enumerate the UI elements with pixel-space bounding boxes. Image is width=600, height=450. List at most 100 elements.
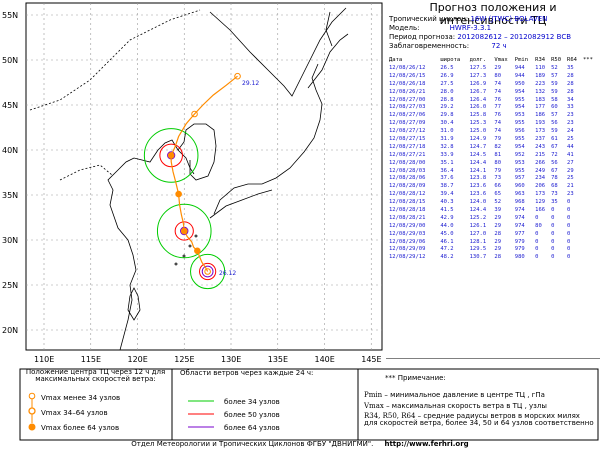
table-cell: 0 — [551, 246, 555, 253]
table-row: 12/08/29/03 45.0 127.0 28 977 0 0 0 — [388, 230, 598, 238]
column-header: долг. — [469, 57, 487, 63]
table-cell: 126.1 — [469, 222, 487, 229]
table-cell: 0 — [535, 254, 539, 261]
table-cell: 243 — [535, 143, 546, 150]
table-row: 12/08/27/06 29.8 125.8 76 953 186 57 23 — [388, 111, 598, 119]
table-row: 12/08/29/09 47.2 129.5 29 979 0 0 0 — [388, 245, 598, 253]
track-point — [194, 247, 201, 255]
table-cell: 48.2 — [440, 254, 454, 261]
table-cell: 0 — [535, 246, 539, 253]
table-cell: 124.4 — [469, 206, 487, 213]
table-cell: 28 — [494, 254, 502, 261]
table-cell: 944 — [514, 72, 525, 79]
table-cell: 56 — [551, 159, 558, 166]
track-point — [167, 152, 175, 159]
weak-symbol-icon — [28, 392, 36, 400]
table-cell: 12/08/27/09 — [389, 120, 426, 127]
table-row: 12/08/26/21 28.0 126.7 74 954 132 59 28 — [388, 88, 598, 96]
table-cell: 950 — [514, 80, 525, 87]
table-cell: 59 — [551, 80, 558, 87]
table-cell: 953 — [514, 112, 525, 119]
table-cell: 12/08/29/12 — [389, 254, 426, 261]
table-cell: 12/08/28/15 — [389, 199, 426, 206]
table-cell: 28 — [567, 72, 574, 79]
table-cell: 0 — [535, 238, 539, 245]
table-cell: 977 — [514, 230, 525, 237]
table-cell: 30.4 — [440, 120, 454, 127]
table-cell: 82 — [494, 143, 502, 150]
table-cell: 183 — [535, 96, 546, 103]
table-row: 12/08/26/15 26.9 127.3 80 944 189 57 28 — [388, 72, 598, 80]
table-cell: 77 — [494, 104, 502, 111]
table-header-row: Дата широта долг. Vmax Pmin R34 R50 R64 *** — [388, 56, 598, 64]
table-cell: 23 — [567, 112, 574, 119]
map-frame — [25, 2, 383, 351]
table-cell: 954 — [514, 104, 525, 111]
table-cell: 177 — [535, 104, 546, 111]
table-cell: 12/08/28/12 — [389, 191, 426, 198]
table-row: 12/08/26/18 27.5 126.9 74 950 223 59 28 — [388, 80, 598, 88]
table-cell: 23 — [567, 120, 574, 127]
table-cell: 952 — [514, 151, 525, 158]
grid-lines — [26, 3, 382, 350]
table-cell: 124.4 — [469, 159, 487, 166]
table-row: 12/08/27/18 32.8 124.7 82 954 243 67 44 — [388, 143, 598, 151]
table-cell: 0 — [567, 199, 571, 206]
table-cell: 12/08/29/09 — [389, 246, 426, 253]
table-cell: 123.6 — [469, 191, 487, 198]
table-cell: 123.6 — [469, 183, 487, 190]
lat-tick-label: 25N — [2, 281, 18, 290]
table-cell: 0 — [551, 206, 555, 213]
table-row: 12/08/28/06 37.6 123.8 73 957 234 78 25 — [388, 174, 598, 182]
table-cell: 33.9 — [440, 151, 454, 158]
column-header: *** — [583, 57, 593, 63]
table-cell: 125.0 — [469, 128, 487, 135]
table-cell: 47.2 — [440, 246, 454, 253]
column-header: Vmax — [494, 57, 508, 63]
r64-ring — [201, 265, 214, 278]
table-cell: 12/08/26/18 — [389, 80, 426, 87]
table-cell: 12/08/28/03 — [389, 167, 426, 174]
table-cell: 979 — [514, 238, 525, 245]
footer-url[interactable]: http://www.ferhri.org — [384, 440, 469, 448]
table-cell: 0 — [567, 246, 571, 253]
table-cell: 80 — [535, 222, 542, 229]
track-legend-item: Vmax 34–64 узлов — [41, 409, 108, 417]
lon-tick-label: 140E — [315, 355, 335, 364]
track-point — [180, 227, 188, 235]
table-cell: 954 — [514, 88, 525, 95]
table-cell: 59 — [551, 128, 558, 135]
table-cell: 27 — [567, 159, 574, 166]
r34-ring — [156, 203, 212, 259]
forecast-map: 55N 50N 45N 40N 35N 30N 25N 20N 110E 115E 120E 125E… — [2, 2, 383, 364]
table-cell: 35.1 — [440, 159, 454, 166]
table-cell: 124.1 — [469, 167, 487, 174]
period-value: 2012082612 – 2012082912 ВСВ — [457, 33, 572, 41]
table-cell: 29 — [567, 167, 574, 174]
lat-tick-label: 20N — [2, 326, 18, 335]
table-cell: 215 — [535, 151, 546, 158]
lon-tick-label: 125E — [174, 355, 194, 364]
lat-tick-label: 55N — [2, 11, 18, 20]
table-cell: 126.4 — [469, 96, 487, 103]
table-cell: 40.3 — [440, 199, 454, 206]
table-cell: 44.0 — [440, 222, 454, 229]
table-cell: 24 — [567, 128, 574, 135]
lead-value: 72 ч — [491, 42, 507, 50]
table-row: 12/08/27/09 30.4 125.3 74 955 193 56 23 — [388, 119, 598, 127]
coastline — [29, 7, 349, 351]
table-cell: 56 — [551, 120, 558, 127]
table-cell: 34 — [567, 96, 574, 103]
table-cell: 127.5 — [469, 64, 487, 71]
table-cell: 127.3 — [469, 72, 487, 79]
table-cell: 35 — [551, 199, 558, 206]
table-cell: 12/08/27/00 — [389, 96, 426, 103]
period-row: Период прогноза: 2012082612 – 2012082912… — [389, 33, 572, 41]
lon-tick-label: 120E — [128, 355, 148, 364]
lon-tick-label: 115E — [81, 355, 101, 364]
r50-ring — [199, 262, 217, 281]
table-cell: 125.2 — [469, 214, 487, 221]
column-header: Pmin — [514, 57, 529, 63]
table-cell: 35 — [567, 64, 574, 71]
cyclone-row: Тропический циклон: 16W (JTWC) BOLAVEN — [389, 15, 548, 23]
